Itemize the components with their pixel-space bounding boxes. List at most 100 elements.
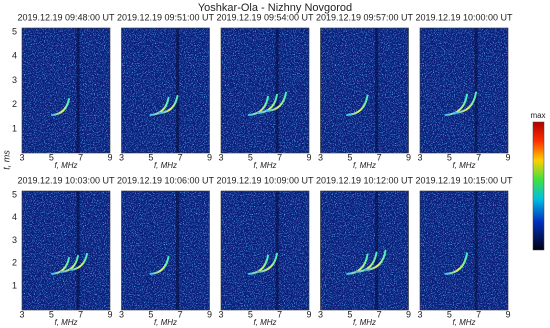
panel-noise bbox=[22, 191, 110, 310]
x-axis-label: f, MHz bbox=[452, 161, 475, 170]
colorbar-label: max bbox=[530, 111, 545, 120]
x-tick-label: 5 bbox=[347, 152, 352, 162]
echo-trace bbox=[355, 251, 378, 273]
echo-trace bbox=[265, 91, 287, 112]
interference bbox=[275, 28, 279, 153]
panel-frame bbox=[121, 190, 210, 311]
panel-frame bbox=[320, 27, 409, 154]
y-tick-label: 3 bbox=[12, 235, 17, 245]
panel-time: 2019.12.19 09:48:00 UT bbox=[17, 12, 115, 22]
x-tick-label: 7 bbox=[476, 309, 481, 319]
panel-noise bbox=[320, 28, 409, 153]
panel-time: 2019.12.19 09:57:00 UT bbox=[316, 12, 414, 22]
echo-trace bbox=[69, 252, 88, 271]
interference bbox=[375, 191, 379, 310]
panel-frame bbox=[419, 190, 509, 311]
x-tick-label: 3 bbox=[19, 309, 24, 319]
echo-trace bbox=[149, 96, 170, 116]
y-tick-label: 4 bbox=[12, 51, 17, 61]
echo-trace bbox=[256, 252, 278, 273]
x-axis-label: f, MHz bbox=[452, 318, 475, 327]
panel-noise bbox=[221, 191, 309, 310]
panel-frame bbox=[21, 190, 111, 311]
echo-trace bbox=[158, 94, 179, 114]
x-tick-label: 9 bbox=[207, 309, 212, 319]
x-axis-label: f, MHz bbox=[353, 318, 376, 327]
panel-time: 2019.12.19 09:54:00 UT bbox=[216, 12, 314, 22]
x-axis-label: f, MHz bbox=[253, 161, 276, 170]
panel-noise bbox=[420, 191, 508, 310]
echo-trace bbox=[444, 252, 468, 275]
x-tick-label: 7 bbox=[178, 309, 183, 319]
x-tick-label: 5 bbox=[447, 309, 452, 319]
x-tick-label: 7 bbox=[476, 152, 481, 162]
x-tick-label: 3 bbox=[318, 309, 323, 319]
panel-frame bbox=[21, 27, 111, 154]
panel-time: 2019.12.19 10:09:00 UT bbox=[216, 175, 314, 185]
y-tick-label: 3 bbox=[12, 75, 17, 85]
panel-frame bbox=[320, 190, 409, 311]
y-tick-label: 2 bbox=[12, 258, 17, 268]
echo-trace bbox=[247, 254, 269, 275]
interference bbox=[375, 28, 379, 153]
x-tick-label: 5 bbox=[248, 309, 253, 319]
panel-noise bbox=[121, 28, 210, 153]
panel-noise bbox=[420, 28, 508, 153]
x-tick-label: 7 bbox=[78, 152, 83, 162]
x-tick-label: 7 bbox=[78, 309, 83, 319]
interference bbox=[76, 28, 80, 153]
x-tick-label: 7 bbox=[178, 152, 183, 162]
x-tick-label: 9 bbox=[505, 152, 510, 162]
x-tick-label: 9 bbox=[406, 309, 411, 319]
interference bbox=[176, 28, 180, 153]
x-axis-label: f, MHz bbox=[154, 161, 177, 170]
x-tick-label: 9 bbox=[306, 152, 311, 162]
echo-trace bbox=[453, 91, 477, 114]
y-tick-label: 1 bbox=[12, 123, 17, 133]
x-axis-label: f, MHz bbox=[154, 318, 177, 327]
y-tick-label: 1 bbox=[12, 280, 17, 290]
echo-trace bbox=[149, 255, 170, 275]
interference bbox=[76, 191, 80, 310]
x-axis-label: f, MHz bbox=[54, 318, 77, 327]
figure-title: Yoshkar-Ola - Nizhny Novgorod bbox=[198, 2, 352, 14]
x-tick-label: 5 bbox=[347, 309, 352, 319]
panel-noise bbox=[221, 28, 309, 153]
panel-time: 2019.12.19 10:15:00 UT bbox=[415, 175, 513, 185]
x-tick-label: 5 bbox=[447, 152, 452, 162]
x-tick-label: 9 bbox=[505, 309, 510, 319]
x-tick-label: 9 bbox=[406, 152, 411, 162]
x-tick-label: 3 bbox=[318, 152, 323, 162]
x-tick-label: 9 bbox=[207, 152, 212, 162]
x-tick-label: 5 bbox=[148, 152, 153, 162]
y-tick-label: 2 bbox=[12, 99, 17, 109]
x-tick-label: 9 bbox=[306, 309, 311, 319]
x-tick-label: 3 bbox=[218, 152, 223, 162]
x-tick-label: 7 bbox=[277, 309, 282, 319]
echo-trace bbox=[51, 256, 70, 275]
panel-noise bbox=[320, 191, 409, 310]
y-tick-label: 5 bbox=[12, 26, 17, 36]
x-tick-label: 3 bbox=[417, 152, 422, 162]
echo-trace bbox=[256, 93, 278, 114]
echo-trace bbox=[51, 98, 70, 116]
panel-frame bbox=[220, 190, 310, 311]
x-tick-label: 3 bbox=[417, 309, 422, 319]
x-axis-label: f, MHz bbox=[253, 318, 276, 327]
y-axis-label: t, ms bbox=[1, 150, 11, 170]
x-axis-label: f, MHz bbox=[353, 161, 376, 170]
x-axis-label: f, MHz bbox=[54, 161, 77, 170]
x-tick-label: 7 bbox=[277, 152, 282, 162]
interference bbox=[474, 191, 478, 310]
echo-trace bbox=[346, 253, 369, 275]
x-tick-label: 7 bbox=[377, 309, 382, 319]
x-tick-label: 5 bbox=[49, 309, 54, 319]
x-tick-label: 7 bbox=[377, 152, 382, 162]
panel-time: 2019.12.19 10:06:00 UT bbox=[117, 175, 215, 185]
x-tick-label: 3 bbox=[19, 152, 24, 162]
echo-trace bbox=[346, 94, 369, 116]
colorbar bbox=[532, 121, 545, 251]
panel-time: 2019.12.19 10:03:00 UT bbox=[17, 175, 115, 185]
echo-trace bbox=[247, 95, 269, 116]
